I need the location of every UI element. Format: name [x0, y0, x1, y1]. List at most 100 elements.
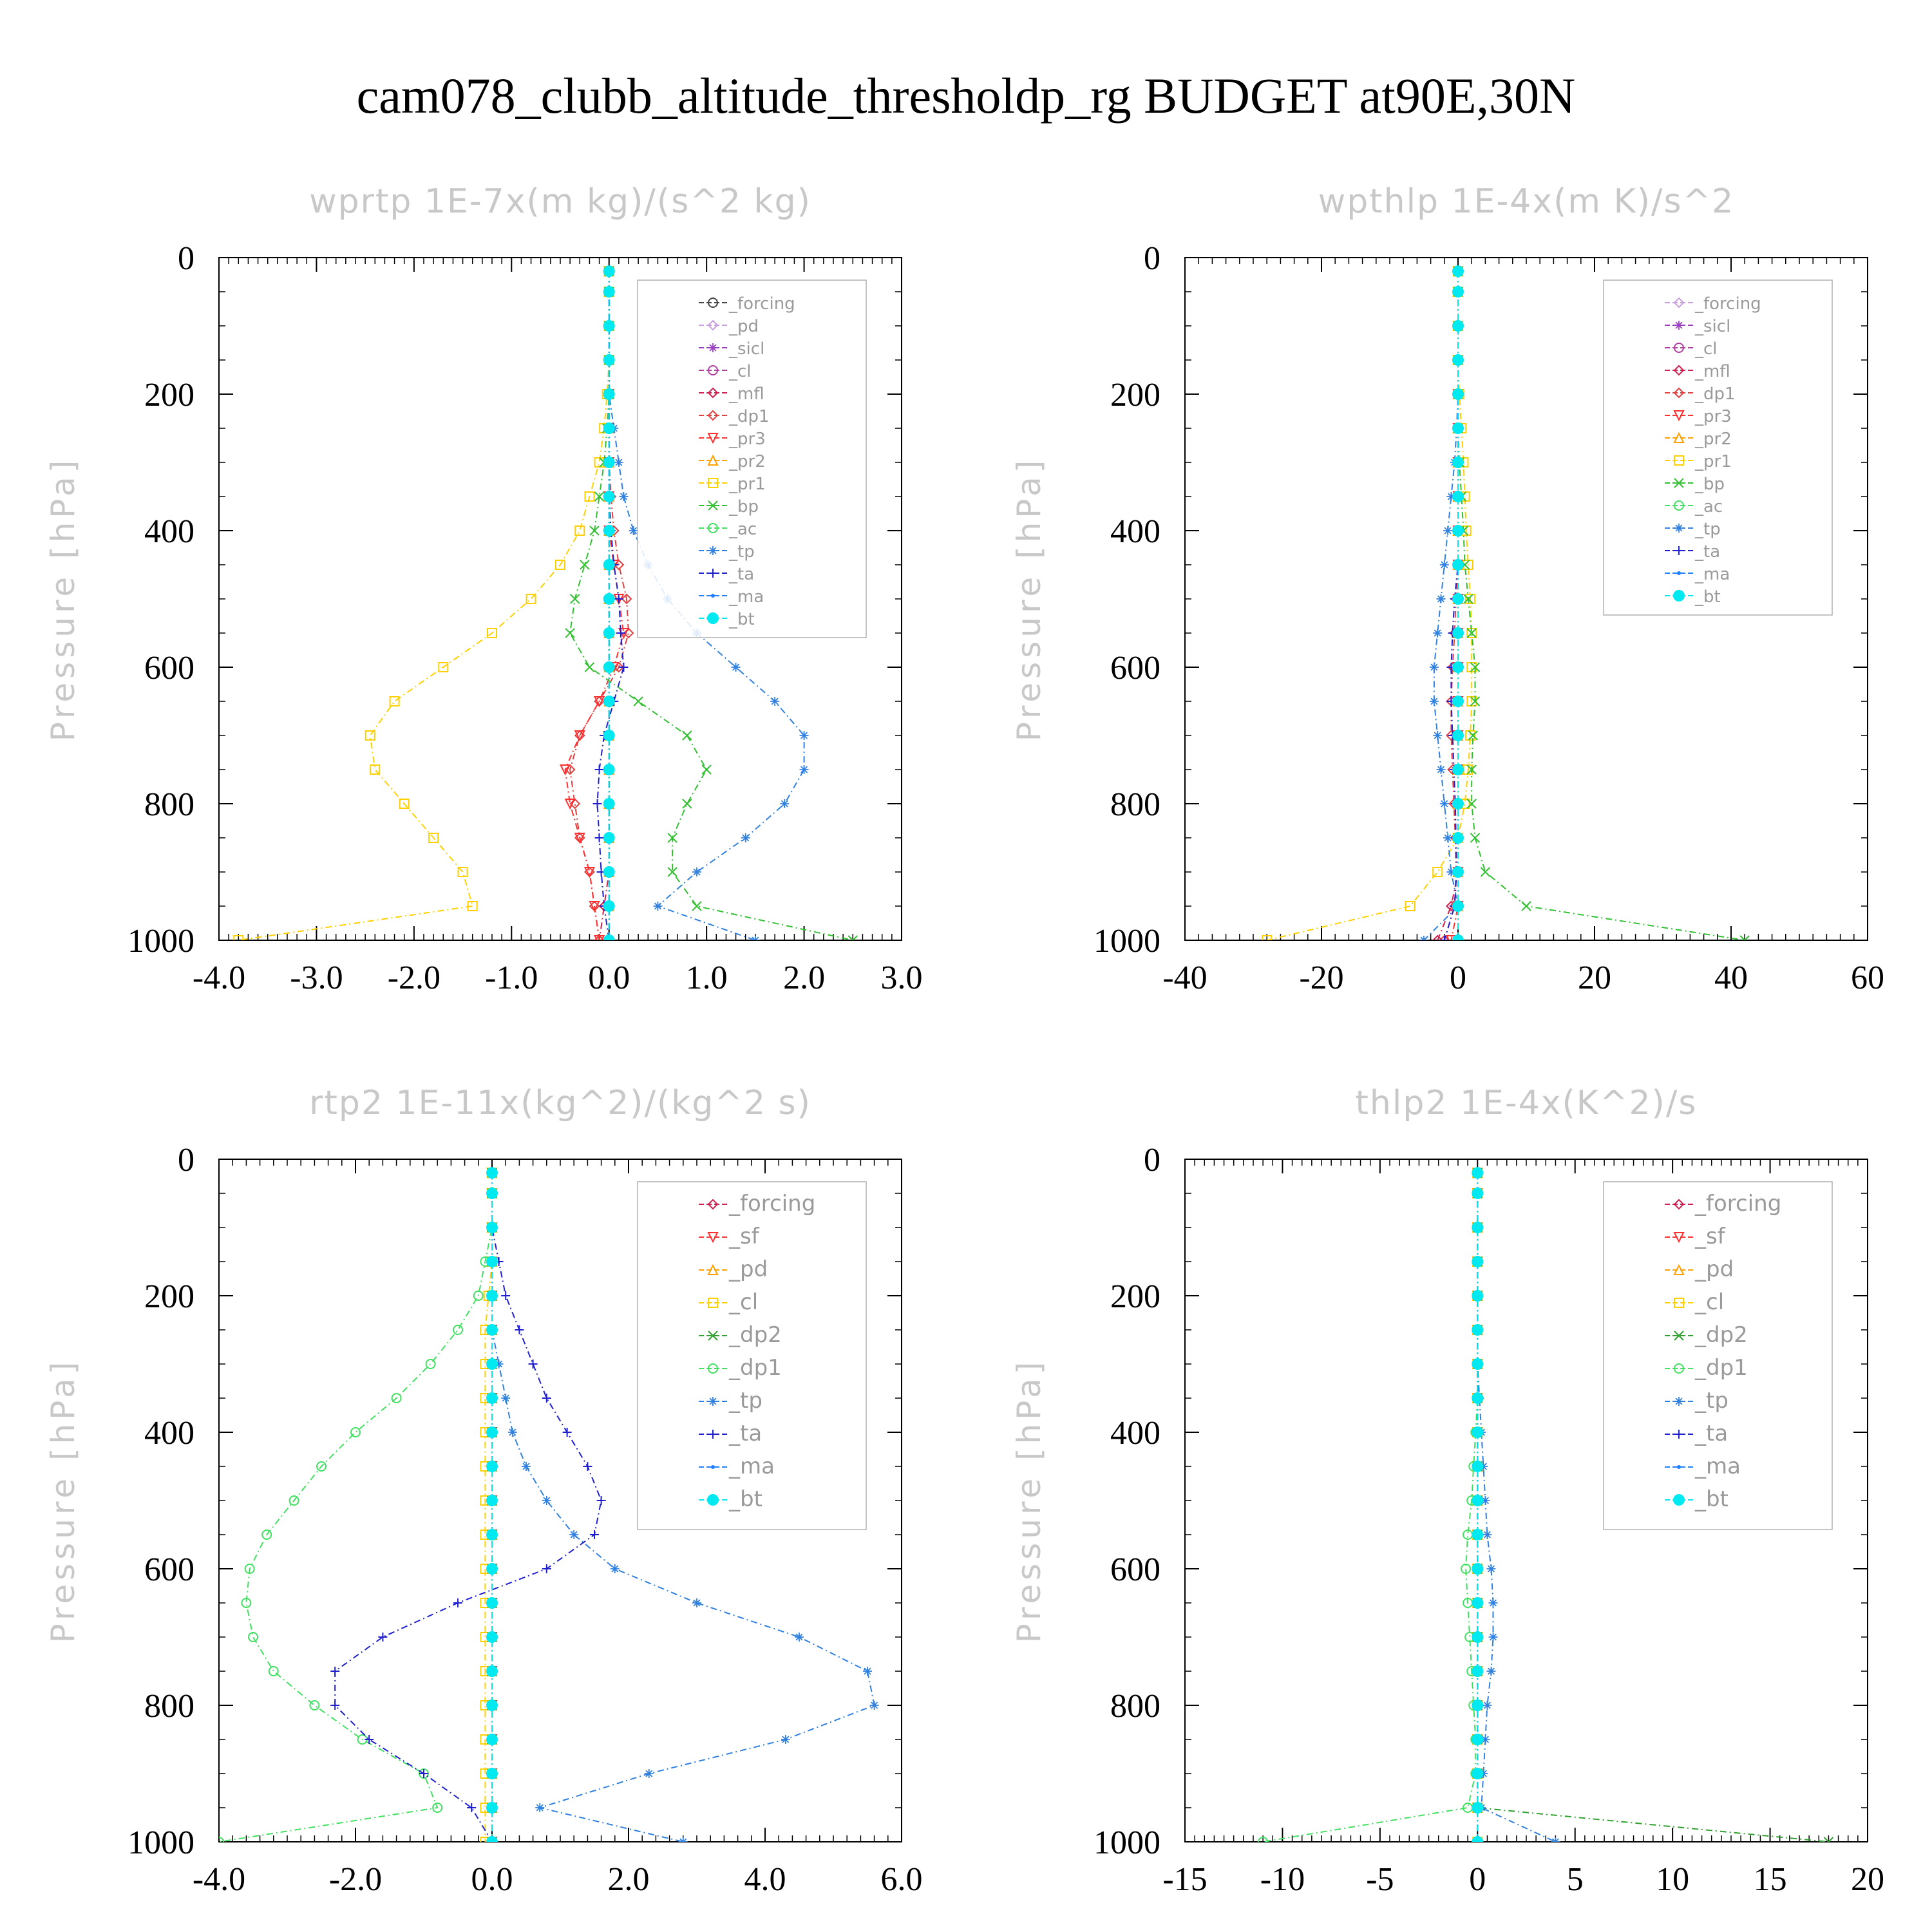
data-point: [1521, 901, 1531, 911]
y-tick-label: 600: [144, 650, 194, 687]
data-point: [1429, 697, 1439, 706]
x-tick-label: 20: [1578, 960, 1611, 996]
data-point: [1472, 1563, 1484, 1575]
data-point: [419, 1769, 428, 1778]
x-tick-label: -2.0: [329, 1861, 382, 1898]
x-tick-label: 0: [1450, 960, 1466, 996]
x-tick-label: 2.0: [783, 960, 825, 996]
data-point: [1472, 1222, 1484, 1233]
data-point: [584, 662, 595, 672]
data-point: [378, 1633, 388, 1642]
data-point: [522, 1462, 531, 1471]
series-bt: [1472, 1167, 1484, 1842]
data-point: [501, 1394, 511, 1403]
data-point: [473, 1291, 484, 1301]
legend-label: _sf: [1694, 1224, 1726, 1249]
legend-label: _bp: [1694, 475, 1725, 494]
data-point: [1823, 1837, 1834, 1842]
data-point: [1446, 867, 1456, 876]
data-point: [1445, 935, 1457, 940]
y-tick-label: 0: [1144, 1142, 1160, 1179]
legend-marker: [708, 365, 718, 375]
data-point: [603, 764, 615, 775]
data-point: [603, 457, 615, 468]
data-point: [542, 1394, 551, 1403]
legend-marker: [1673, 297, 1685, 308]
legend-label: _sf: [728, 1224, 760, 1249]
y-tick-label: 1000: [1094, 923, 1160, 960]
data-point: [682, 730, 692, 741]
data-point: [1472, 1700, 1484, 1711]
legend-marker: [708, 1331, 718, 1341]
data-point: [1452, 265, 1464, 278]
legend-marker: [1673, 410, 1685, 422]
y-tick-label: 400: [144, 1415, 194, 1452]
data-point: [501, 1291, 511, 1300]
data-point: [453, 1325, 463, 1335]
data-point: [799, 731, 809, 740]
y-tick-label: 1000: [128, 923, 194, 960]
legend-label: _cl: [728, 1289, 758, 1315]
data-point: [1472, 1392, 1484, 1404]
data-point: [574, 730, 585, 742]
data-point: [1482, 1701, 1492, 1710]
data-point: [486, 1461, 498, 1472]
data-point: [1472, 1358, 1484, 1370]
panel-3: rtp2 1E-11x(kg^2)/(kg^2 s) Pressure [hPa]…: [44, 1084, 923, 1898]
data-point: [486, 1222, 498, 1233]
data-point: [603, 422, 615, 434]
data-point: [1452, 286, 1464, 298]
data-point: [438, 662, 449, 672]
legend-marker: [707, 433, 719, 444]
data-point: [1463, 594, 1473, 604]
data-point: [494, 1359, 504, 1368]
legend-marker: [711, 1465, 715, 1469]
plot-area: [233, 265, 858, 940]
data-point: [1429, 663, 1439, 672]
legend-marker: [1674, 321, 1683, 330]
data-point: [330, 1667, 340, 1676]
data-point: [603, 696, 615, 707]
data-point: [1486, 1564, 1496, 1573]
data-point: [603, 525, 615, 536]
data-point: [569, 798, 581, 810]
data-point: [486, 1392, 498, 1404]
legend-label: _dp1: [728, 1355, 782, 1381]
data-point: [1433, 731, 1443, 740]
legend-label: _cl: [1694, 1289, 1724, 1315]
data-point: [1433, 629, 1443, 638]
y-tick-label: 800: [144, 786, 194, 823]
data-point: [1465, 594, 1476, 604]
data-point: [1470, 833, 1481, 843]
data-point: [603, 730, 615, 741]
y-axis-label: Pressure [hPa]: [44, 457, 82, 742]
data-point: [486, 1188, 498, 1199]
data-point: [603, 934, 615, 940]
data-point: [1472, 1188, 1484, 1199]
data-point: [799, 765, 809, 774]
legend-marker: [707, 612, 719, 624]
data-point: [1436, 765, 1446, 774]
data-point: [1258, 1837, 1269, 1842]
data-point: [603, 593, 615, 605]
data-point: [623, 627, 634, 639]
y-tick-label: 200: [1110, 1278, 1160, 1315]
data-point: [1466, 662, 1477, 672]
data-point: [486, 1167, 498, 1179]
x-tick-label: 6.0: [881, 1861, 923, 1898]
data-point: [268, 1666, 279, 1676]
data-point: [248, 1632, 258, 1642]
data-point: [592, 799, 602, 808]
legend: _forcing _sicl _cl _mfl _dp1 _pr3 _pr2 _pr1 _bp _…: [1603, 279, 1833, 616]
legend-label: _ta: [1694, 1421, 1728, 1446]
legend-marker: [1674, 478, 1684, 488]
y-tick-label: 600: [1110, 650, 1160, 687]
legend-marker: [1674, 1298, 1684, 1308]
data-point: [869, 1701, 879, 1710]
legend-marker: [707, 387, 719, 399]
series-bt: [1452, 265, 1464, 940]
data-point: [1452, 491, 1464, 502]
data-point: [1452, 832, 1464, 844]
legend-box: [1603, 279, 1833, 616]
data-point: [1472, 1495, 1484, 1506]
